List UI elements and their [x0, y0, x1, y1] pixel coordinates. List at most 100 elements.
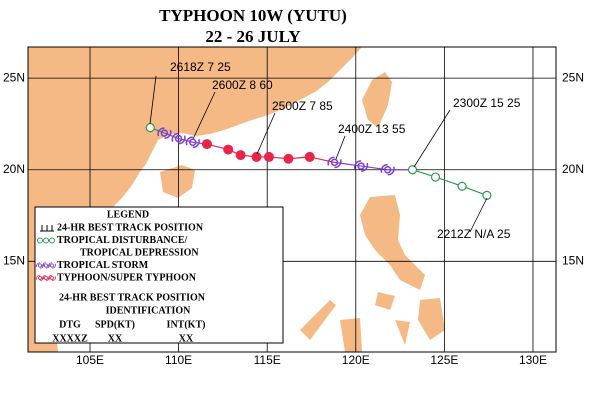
- track-point-core: [189, 138, 197, 147]
- annotation: 2600Z 8 60: [212, 78, 273, 92]
- track-point-core: [357, 162, 365, 170]
- track-point: [185, 136, 200, 149]
- legend-storm-core: [49, 275, 55, 281]
- islands: [300, 292, 445, 352]
- track-point-core: [330, 158, 339, 167]
- track-point-core: [383, 165, 392, 174]
- lat-label: 25N: [3, 70, 25, 84]
- map-frame: [27, 46, 557, 353]
- leader-line: [469, 197, 488, 233]
- lat-label: 20N: [3, 162, 25, 176]
- track-point-arms: [157, 127, 172, 139]
- legend-symbol: [48, 262, 56, 269]
- legend-storm: [48, 274, 56, 282]
- track-point: [201, 139, 212, 150]
- track-point: [157, 127, 172, 139]
- id-example: XX: [179, 333, 194, 344]
- title: TYPHOON 10W (YUTU): [159, 6, 347, 25]
- track-point: [407, 165, 418, 175]
- lat-label: 15N: [3, 253, 25, 267]
- legend-storm: [48, 262, 56, 269]
- annotation: 2500Z 7 85: [272, 99, 333, 113]
- track-point: [171, 132, 186, 145]
- track-point: [283, 153, 294, 164]
- lon-label: 115E: [254, 353, 281, 367]
- track-point-arms: [354, 160, 369, 172]
- track-point: [304, 151, 315, 162]
- legend-label: TROPICAL DISTURBANCE/: [57, 235, 188, 246]
- legend-storm-core: [43, 275, 49, 281]
- hainan: [160, 165, 195, 198]
- leader-line: [192, 91, 216, 140]
- track-point-arms: [327, 156, 342, 169]
- luzon: [360, 195, 425, 290]
- lon-label: 105E: [76, 353, 104, 367]
- track-point: [223, 144, 234, 155]
- id-title: 24-HR BEST TRACK POSITION: [59, 292, 206, 303]
- mainland: [28, 47, 362, 352]
- id-title: IDENTIFICATION: [106, 305, 192, 316]
- track-segment: [361, 165, 388, 171]
- track-point: [251, 151, 262, 162]
- track-segment: [334, 161, 362, 167]
- taiwan: [362, 72, 392, 128]
- id-column: DTG: [59, 319, 81, 330]
- id-example: XX: [108, 333, 123, 344]
- annotation: 2400Z 13 55: [338, 122, 406, 136]
- legend-label: TYPHOON/SUPER TYPHOON: [57, 272, 197, 283]
- legend-storm-core: [37, 263, 43, 268]
- annotation: 2212Z N/A 25: [437, 227, 511, 241]
- leader-line: [256, 112, 276, 155]
- leader-line: [149, 75, 157, 125]
- legend-storm-core: [43, 263, 49, 268]
- legend-symbol: [37, 237, 43, 244]
- legend-title: LEGEND: [107, 209, 149, 220]
- track-point: [145, 123, 155, 133]
- track-point: [457, 181, 467, 191]
- track-point-arms: [380, 163, 395, 176]
- id-column: INT(KT): [167, 319, 206, 330]
- leader-line: [413, 109, 451, 168]
- legend-storm-core: [37, 275, 43, 281]
- id-example: XXXXZ: [52, 333, 88, 344]
- track-point: [235, 150, 246, 161]
- track-point: [354, 160, 369, 172]
- legend-label: 24-HR BEST TRACK POSITION: [57, 222, 204, 233]
- legend-storm-core: [49, 263, 55, 268]
- track-segment: [435, 176, 463, 187]
- lat-label-right: 25N: [562, 70, 584, 84]
- legend-storm-arms: [48, 262, 56, 269]
- legend-label: TROPICAL STORM: [57, 260, 149, 271]
- legend-symbol: [48, 274, 56, 282]
- track-point: [263, 151, 274, 162]
- track-point-core: [174, 134, 183, 143]
- track-point: [327, 156, 342, 169]
- lon-label: 130E: [519, 353, 547, 367]
- land: [28, 47, 445, 352]
- leader-line: [335, 135, 346, 160]
- annotations: 2618Z 7 25 2600Z 8 60 2500Z 7 85 2400Z 13 5…: [149, 60, 521, 241]
- legend-symbol: [43, 237, 49, 244]
- track-point: [430, 172, 441, 182]
- annotation: 2300Z 15 25: [453, 96, 521, 110]
- track: [145, 123, 492, 200]
- track-point: [380, 163, 395, 176]
- legend-label: TROPICAL DEPRESSION: [80, 247, 199, 258]
- lon-label: 110E: [165, 353, 192, 367]
- id-column: SPD(KT): [95, 319, 135, 330]
- legend-box: [34, 206, 284, 344]
- lon-label: 125E: [430, 353, 458, 367]
- lon-label: 120E: [342, 353, 370, 367]
- track-point-arms: [171, 132, 186, 145]
- track-point-core: [160, 129, 169, 137]
- legend-symbol: [49, 237, 55, 244]
- lat-label-right: 20N: [562, 162, 584, 176]
- track-point-arms: [185, 136, 200, 149]
- subtitle: 22 - 26 JULY: [205, 27, 300, 46]
- legend-symbol: [40, 225, 54, 232]
- legend-storm-arms: [48, 274, 56, 282]
- annotation: 2618Z 7 25: [170, 60, 231, 74]
- lat-label-right: 15N: [562, 253, 584, 267]
- legend: LEGEND 24-HR BEST TRACK POSITION TROPICAL …: [36, 209, 206, 344]
